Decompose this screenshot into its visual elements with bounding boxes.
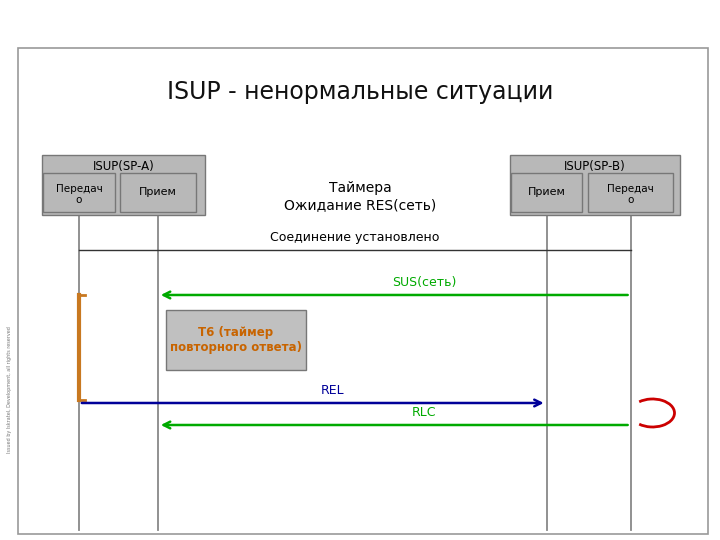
Text: Прием: Прием [139,187,177,198]
Text: ISUP(SP-A): ISUP(SP-A) [93,160,154,173]
Text: о: о [76,195,82,206]
Text: Т6 (таймер
повторного ответа): Т6 (таймер повторного ответа) [170,326,302,354]
Bar [43,173,115,212]
Bar [510,155,680,215]
Text: Таймера: Таймера [328,181,392,195]
Bar [588,173,673,212]
Text: SUS(сеть): SUS(сеть) [392,276,456,289]
Text: Передач: Передач [607,185,654,194]
Text: о: о [627,195,634,206]
Bar [120,173,196,212]
Text: Прием: Прием [528,187,565,198]
Text: ISUP - ненормальные ситуации: ISUP - ненормальные ситуации [167,80,553,104]
Bar [42,155,205,215]
Text: RLC: RLC [412,407,436,420]
Text: REL: REL [321,384,345,397]
Bar [166,310,306,370]
Text: Issued by Iskratel, Development, all rights reserved: Issued by Iskratel, Development, all rig… [7,327,12,454]
Text: ISKRATEL: ISKRATEL [613,11,702,29]
Text: Ожидание RES(сеть): Ожидание RES(сеть) [284,198,436,212]
Bar [511,173,582,212]
Text: Передач: Передач [55,185,102,194]
Text: Соединение установлено: Соединение установлено [270,232,439,245]
Text: ISUP(SP-B): ISUP(SP-B) [564,160,626,173]
